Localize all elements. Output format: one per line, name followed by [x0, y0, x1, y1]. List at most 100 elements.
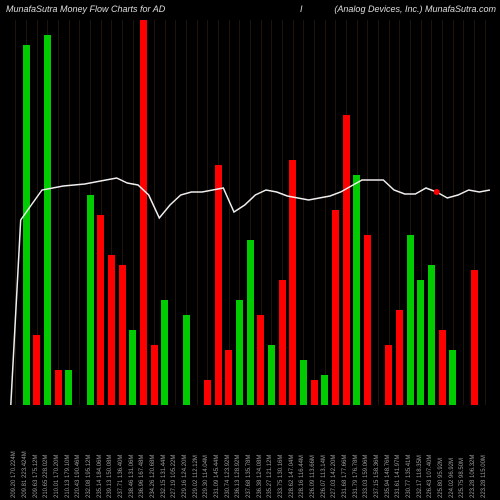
- header-title-right: (Analog Devices, Inc.) MunafaSutra.com: [334, 4, 496, 14]
- grid-line: [325, 20, 326, 405]
- x-axis-label: 232.08 195.12M: [86, 455, 92, 498]
- x-axis-label: 234.26 120.68M: [150, 455, 156, 498]
- volume-bar: [257, 315, 264, 405]
- volume-bar: [33, 335, 40, 405]
- x-axis-label: 236.38 124.08M: [257, 455, 263, 498]
- x-axis-label: 239.13 150.08M: [107, 455, 113, 498]
- volume-bar: [449, 350, 456, 405]
- grid-line: [207, 20, 208, 405]
- volume-bar: [183, 315, 190, 405]
- x-axis-label: 210.65 228.02M: [43, 455, 49, 498]
- x-axis-label: 228.62 147.04M: [289, 455, 295, 498]
- x-axis-label: 227.03 142.20M: [331, 455, 337, 498]
- x-axis-label: 231.09 145.44M: [214, 455, 220, 498]
- x-axis-label: 220.43 190.46M: [75, 455, 81, 498]
- grid-line: [15, 20, 16, 405]
- x-axis-label: 229.30 114.04M: [203, 455, 209, 498]
- volume-bar: [332, 210, 339, 405]
- x-axis-label: 233.75 130.16M: [278, 455, 284, 498]
- header-title-mid: I: [300, 4, 303, 14]
- x-axis-label: 225.80 95.92M: [438, 458, 444, 498]
- x-axis-label: 230.77 135.41M: [406, 455, 412, 498]
- chart-header: MunafaSutra Money Flow Charts for AD I (…: [0, 4, 500, 20]
- volume-bar: [55, 370, 62, 405]
- x-axis-label: 229.02 112.12M: [193, 455, 199, 498]
- x-axis-label: 233.03 159.06M: [363, 455, 369, 498]
- volume-bar: [439, 330, 446, 405]
- volume-bar: [225, 350, 232, 405]
- volume-bar: [129, 330, 136, 405]
- x-axis-labels: 209.20 170.224M 209.81 223.424M 209.63 175…: [10, 408, 490, 498]
- volume-bar: [417, 280, 424, 405]
- x-axis-label: 226.09 113.66M: [310, 455, 316, 498]
- volume-bar: [215, 165, 222, 405]
- x-axis-label: 232.15 131.44M: [161, 455, 167, 498]
- x-axis-label: 226.07 113.14M: [321, 455, 327, 498]
- x-axis-label: 227.19 105.22M: [171, 455, 177, 498]
- volume-bar: [65, 370, 72, 405]
- x-axis-label: 209.81 223.424M: [22, 451, 28, 498]
- x-axis-label: 237.68 135.78M: [246, 455, 252, 498]
- grid-line: [378, 20, 379, 405]
- grid-line: [453, 20, 454, 405]
- money-flow-chart: [10, 20, 490, 405]
- x-axis-label: 235.27 121.12M: [267, 455, 273, 498]
- x-axis-label: 223.28 115.00M: [481, 455, 487, 498]
- grid-line: [69, 20, 70, 405]
- volume-bar: [268, 345, 275, 405]
- grid-line: [79, 20, 80, 405]
- grid-line: [175, 20, 176, 405]
- grid-line: [314, 20, 315, 405]
- x-axis-label: 237.71 136.40M: [118, 455, 124, 498]
- x-axis-label: 236.96 167.48M: [139, 455, 145, 498]
- volume-bar: [279, 280, 286, 405]
- volume-bar: [300, 360, 307, 405]
- header-title-left: MunafaSutra Money Flow Charts for AD: [6, 4, 165, 14]
- x-axis-label: 228.16 116.44M: [299, 455, 305, 498]
- volume-bar: [471, 270, 478, 405]
- volume-bar: [108, 255, 115, 405]
- volume-bar: [204, 380, 211, 405]
- x-axis-label: 230.74 123.92M: [225, 455, 231, 498]
- volume-bar: [97, 215, 104, 405]
- volume-bar: [236, 300, 243, 405]
- volume-bar: [151, 345, 158, 405]
- x-axis-label: 223.28 106.32M: [470, 455, 476, 498]
- volume-bar: [396, 310, 403, 405]
- x-axis-label: 236.13 128.92M: [235, 455, 241, 498]
- x-axis-label: 209.20 170.224M: [11, 451, 17, 498]
- volume-bar: [428, 265, 435, 405]
- grid-line: [58, 20, 59, 405]
- volume-bar: [311, 380, 318, 405]
- x-axis-label: 224.02 96.92M: [449, 458, 455, 498]
- volume-bar: [385, 345, 392, 405]
- volume-bar: [343, 115, 350, 405]
- volume-bar: [23, 45, 30, 405]
- volume-bar: [364, 235, 371, 405]
- x-axis-label: 235.94 148.76M: [385, 455, 391, 498]
- volume-bar: [289, 160, 296, 405]
- x-axis-label: 238.46 131.06M: [129, 455, 135, 498]
- x-axis-label: 231.61 141.97M: [395, 455, 401, 498]
- x-axis-label: 231.79 176.78M: [353, 455, 359, 498]
- grid-line: [197, 20, 198, 405]
- x-axis-label: 209.63 175.12M: [33, 455, 39, 498]
- volume-bar: [161, 300, 168, 405]
- x-axis-label: 210.01 170.20M: [54, 455, 60, 498]
- volume-bar: [44, 35, 51, 405]
- x-axis-label: 237.15 158.36M: [374, 455, 380, 498]
- marker-dot: [434, 189, 440, 195]
- x-axis-label: 225.75 98.50M: [459, 458, 465, 498]
- grid-line: [303, 20, 304, 405]
- x-axis-label: 226.43 107.40M: [427, 455, 433, 498]
- x-axis-label: 231.68 177.66M: [342, 455, 348, 498]
- x-axis-label: 229.16 124.20M: [182, 455, 188, 498]
- x-axis-label: 232.17 118.35M: [417, 455, 423, 498]
- grid-line: [485, 20, 486, 405]
- grid-line: [463, 20, 464, 405]
- volume-bar: [87, 195, 94, 405]
- x-axis-label: 210.13 179.10M: [65, 455, 71, 498]
- volume-bar: [353, 175, 360, 405]
- volume-bar: [140, 20, 147, 405]
- volume-bar: [247, 240, 254, 405]
